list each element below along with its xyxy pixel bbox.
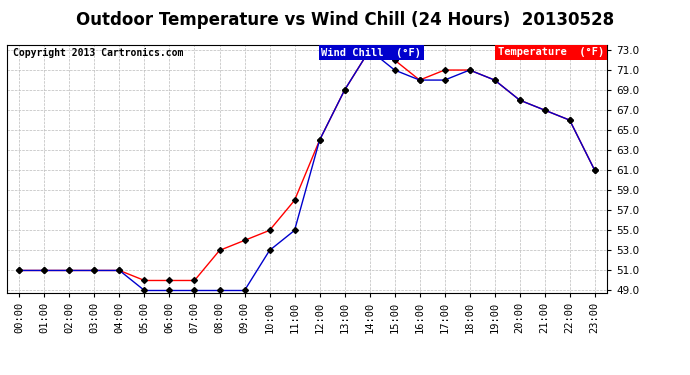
Text: Copyright 2013 Cartronics.com: Copyright 2013 Cartronics.com	[13, 48, 184, 57]
Text: Temperature  (°F): Temperature (°F)	[498, 48, 604, 57]
Text: Wind Chill  (°F): Wind Chill (°F)	[321, 48, 421, 57]
Text: Outdoor Temperature vs Wind Chill (24 Hours)  20130528: Outdoor Temperature vs Wind Chill (24 Ho…	[76, 11, 614, 29]
